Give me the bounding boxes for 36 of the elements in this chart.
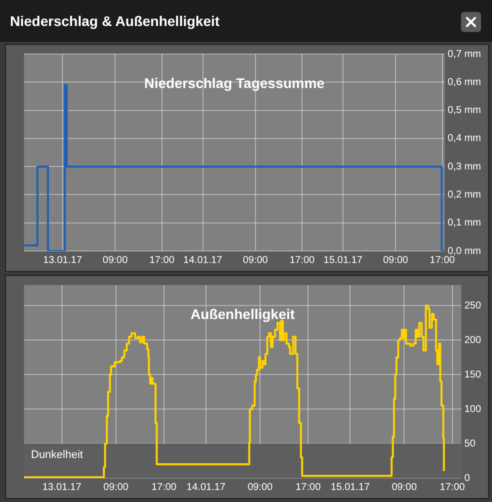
y-tick-label: 0,2 mm bbox=[448, 189, 482, 200]
x-tick-label: 09:00 bbox=[383, 254, 409, 266]
y-tick-label: 0 bbox=[464, 472, 470, 484]
y-tick-label: 250 bbox=[464, 300, 482, 312]
x-tick-label: 13.01.17 bbox=[42, 482, 82, 493]
y-tick-label: 50 bbox=[464, 438, 476, 450]
x-tick-label: 17:00 bbox=[149, 254, 175, 266]
chart-title: Niederschlag & Außenhelligkeit bbox=[10, 13, 220, 29]
x-tick-label: 09:00 bbox=[392, 482, 418, 493]
y-tick-label: 0,0 mm bbox=[448, 246, 482, 257]
x-tick-label: 17:00 bbox=[440, 482, 466, 493]
y-tick-label: 150 bbox=[464, 369, 482, 380]
text: Niederschlag Tagessumme bbox=[144, 74, 325, 91]
x-tick-label: 15.01.17 bbox=[330, 482, 370, 493]
y-tick-label: 0,1 mm bbox=[448, 218, 482, 229]
x-tick-label: 17:00 bbox=[290, 254, 316, 266]
x-tick-label: 15.01.17 bbox=[324, 254, 363, 266]
y-tick-label: 0,3 mm bbox=[448, 161, 482, 172]
text: Außenhelligkeit bbox=[190, 306, 296, 322]
band-label: Dunkelheit bbox=[31, 449, 83, 462]
y-tick-label: 0,4 mm bbox=[448, 133, 482, 144]
x-tick-label: 09:00 bbox=[248, 482, 274, 493]
x-tick-label: 09:00 bbox=[242, 254, 268, 266]
x-tick-label: 14.01.17 bbox=[183, 254, 223, 266]
y-tick-label: 0,6 mm bbox=[448, 76, 482, 88]
y-tick-label: 200 bbox=[464, 334, 482, 346]
y-tick-label: 0,7 mm bbox=[448, 48, 482, 60]
x-tick-label: 09:00 bbox=[102, 254, 128, 266]
y-tick-label: 100 bbox=[464, 404, 482, 415]
y-tick-label: 0,5 mm bbox=[448, 105, 482, 116]
x-tick-label: 13.01.17 bbox=[43, 254, 82, 266]
x-tick-label: 09:00 bbox=[103, 482, 129, 493]
x-tick-label: 17:00 bbox=[296, 482, 322, 493]
x-tick-label: 17:00 bbox=[430, 254, 456, 266]
x-tick-label: 14.01.17 bbox=[186, 482, 226, 493]
x-tick-label: 17:00 bbox=[151, 482, 177, 493]
